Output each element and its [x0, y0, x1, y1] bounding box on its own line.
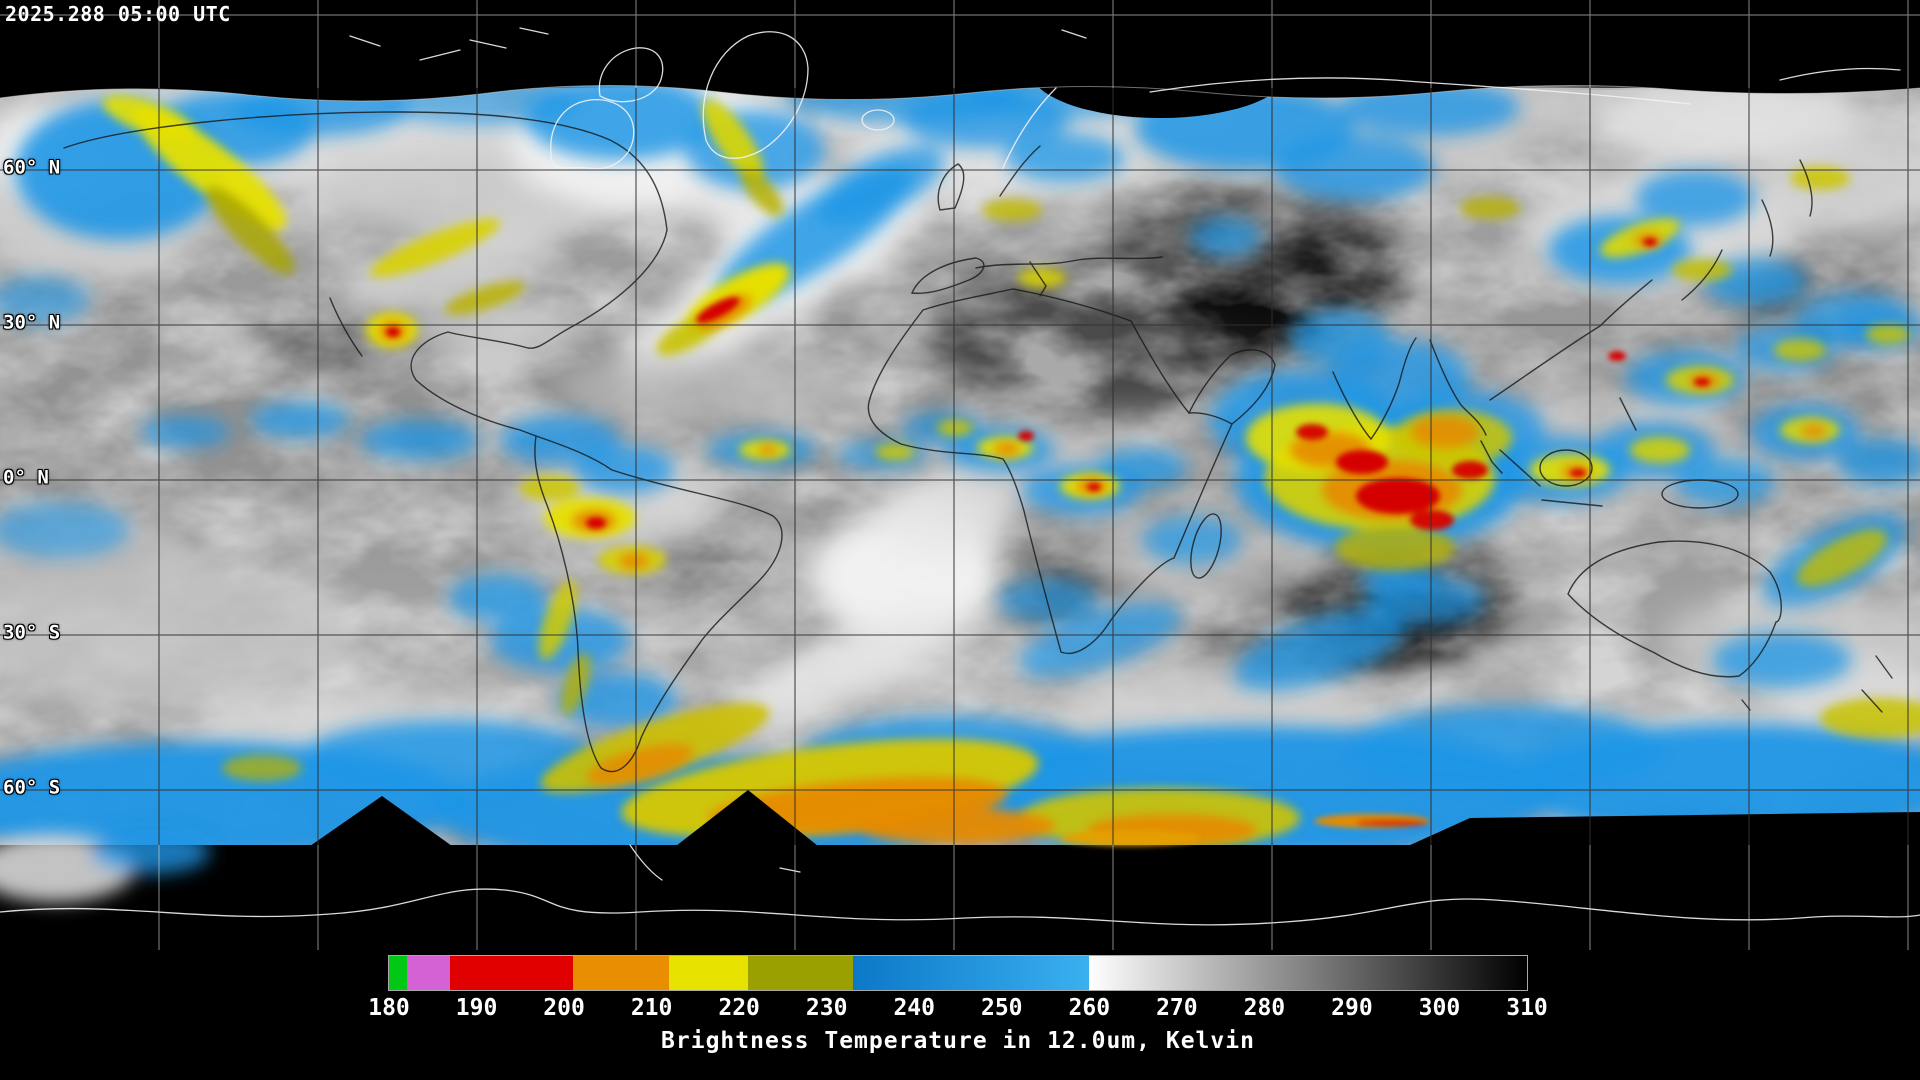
colorbar-segment — [669, 956, 748, 990]
colorbar-tick: 300 — [1418, 995, 1461, 1021]
colorbar-tick: 240 — [893, 995, 935, 1021]
coastlines — [63, 111, 1893, 773]
colorbar-tick: 260 — [1068, 995, 1111, 1021]
colorbar-tick: 220 — [718, 995, 760, 1021]
south-edge-clouds — [0, 830, 210, 902]
arctic-coastlines — [349, 27, 1901, 171]
colorbar-segment — [406, 956, 451, 990]
colorbar — [388, 955, 1528, 991]
colorbar-tick: 250 — [980, 995, 1023, 1021]
north-data-edge — [0, 0, 1920, 118]
colorbar-tick: 180 — [368, 995, 410, 1021]
antarctic-edge-warm-streaks — [1060, 814, 1430, 846]
colorbar-segment — [852, 956, 1090, 990]
colorbar-ticks: 180 190 200 210 220 230 240 250 260 270 280 290 300 3… — [368, 995, 1548, 1021]
colorbar-title: Brightness Temperature in 12.0um, Kelvin — [661, 1028, 1255, 1054]
colorbar-segment — [747, 956, 853, 990]
colorbar-tick: 310 — [1506, 995, 1548, 1021]
graticule-dark — [0, 88, 1920, 845]
graticule-light — [0, 0, 1920, 950]
colorbar-legend: 180 190 200 210 220 230 240 250 260 270 280 290 300 3… — [368, 955, 1548, 1054]
colorbar-segment — [389, 956, 407, 990]
colorbar-tick: 200 — [543, 995, 585, 1021]
timestamp-label: 2025.288 05:00 UTC — [5, 2, 231, 26]
colorbar-tick: 210 — [630, 995, 673, 1021]
colorbar-tick: 230 — [805, 995, 848, 1021]
cloud-layer-red — [386, 238, 1710, 530]
colorbar-segment — [450, 956, 573, 990]
colorbar-tick: 270 — [1156, 995, 1198, 1021]
colorbar-segment — [1089, 956, 1527, 990]
colorbar-segment — [572, 956, 670, 990]
colorbar-tick: 190 — [455, 995, 498, 1021]
colorbar-tick: 280 — [1243, 995, 1286, 1021]
cloud-layer-orange — [379, 233, 1827, 846]
colorbar-tick: 290 — [1331, 995, 1373, 1021]
